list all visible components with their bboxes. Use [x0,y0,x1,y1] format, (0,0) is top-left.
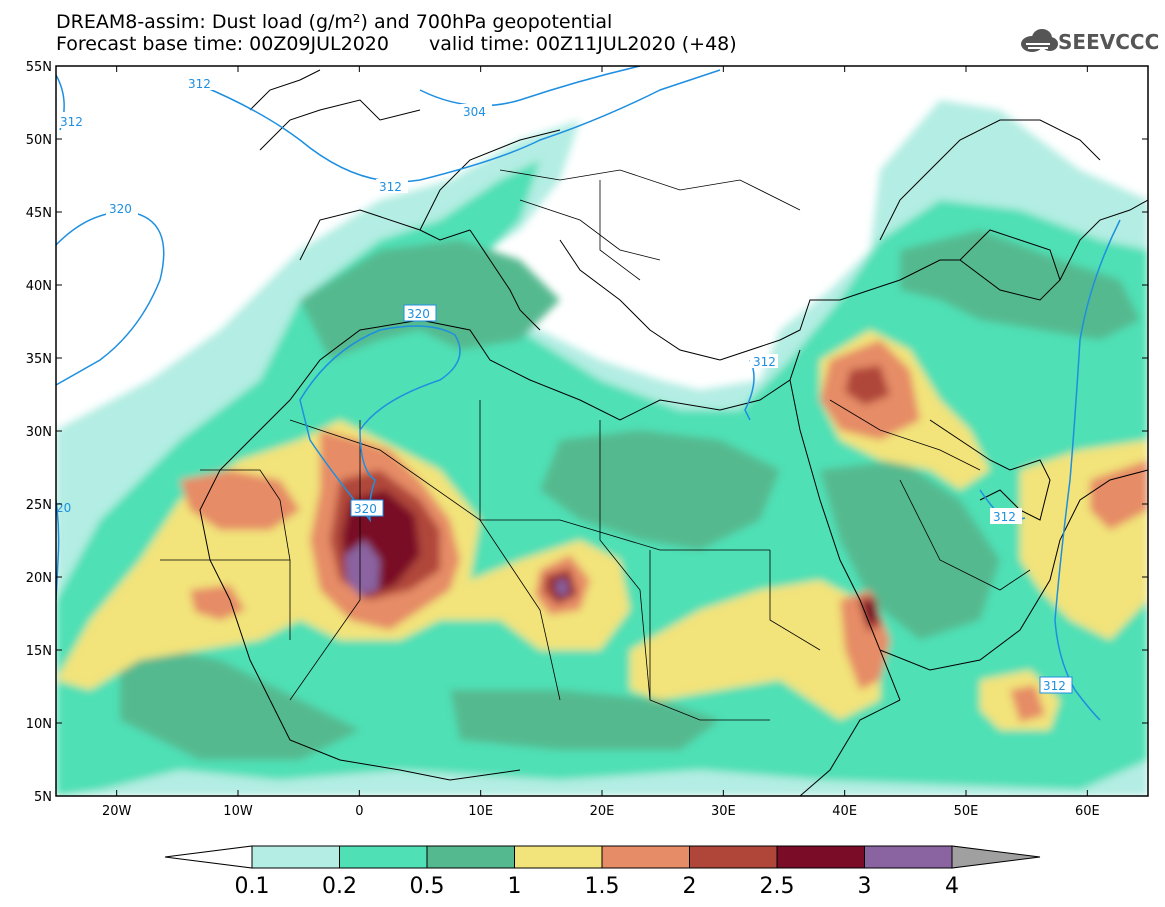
contour-label: 312 [188,77,211,91]
longitude-axis: 20W 10W 0 10E 20E 30E 40E 50E 60E [102,66,1100,819]
lon-tick-label: 0 [355,804,363,819]
contour-label: 312 [993,510,1016,524]
colorbar-label: 0.5 [410,874,445,899]
colorbar-label: 2.5 [760,874,795,899]
colorbar-swatch [514,845,603,869]
lon-tick-label: 20E [590,804,615,819]
map-subtitle: Forecast base time: 00Z09JUL2020 valid ti… [56,34,737,54]
logo-text: SEEVCCC [1058,30,1160,54]
contour-label: 312 [1043,679,1066,693]
lon-tick-label: 10W [223,804,253,819]
lat-tick-label: 55N [26,60,52,75]
lat-tick-label: 30N [26,425,52,440]
contour-label: 312 [379,180,402,194]
lon-tick-label: 20W [102,804,132,819]
lat-tick-label: 20N [26,571,52,586]
contour-label: 320 [354,502,377,516]
dust-field: 312 312 304 312 320 320 312 320 312 312 … [56,66,1148,796]
colorbar-swatch [251,845,340,869]
lon-tick-label: 30E [711,804,736,819]
lat-tick-label: 15N [26,644,52,659]
lon-tick-label: 50E [954,804,979,819]
colorbar-label: 1 [508,874,522,899]
lat-tick-label: 35N [26,352,52,367]
contour-label: 320 [109,202,132,216]
lat-tick-label: 10N [26,717,52,732]
latitude-axis: 55N 50N 45N 40N 35N 30N 25N 20N 15N 10N 5N [26,60,1148,805]
lat-tick-label: 45N [26,206,52,221]
colorbar-swatch [601,845,690,869]
colorbar-label: 1.5 [585,874,620,899]
colorbar: 0.1 0.2 0.5 1 1.5 2 2.5 3 4 [164,845,1041,899]
colorbar-label: 0.1 [235,874,270,899]
colorbar-label: 4 [945,874,959,899]
contour-label: 312 [60,115,83,129]
contour-label: 304 [463,105,486,119]
lon-tick-label: 40E [832,804,857,819]
lat-tick-label: 25N [26,498,52,513]
lon-tick-label: 10E [468,804,493,819]
colorbar-label: 2 [683,874,697,899]
valid-time: valid time: 00Z11JUL2020 (+48) [428,33,737,55]
contour-label: 320 [407,307,430,321]
colorbar-swatch [864,845,953,869]
colorbar-swatch [339,845,428,869]
colorbar-label: 3 [858,874,872,899]
colorbar-label: 0.2 [322,874,357,899]
colorbar-swatch [776,845,865,869]
colorbar-min-arrow [164,845,253,869]
contour-label: 20 [56,501,71,515]
lat-tick-label: 50N [26,133,52,148]
cloud-icon [1021,29,1058,52]
base-time: Forecast base time: 00Z09JUL2020 [56,33,389,55]
map-title: DREAM8-assim: Dust load (g/m²) and 700hP… [56,11,613,33]
colorbar-swatch [426,845,515,869]
lat-tick-label: 5N [34,790,52,805]
lat-tick-label: 40N [26,279,52,294]
colorbar-max-arrow [951,845,1041,869]
lon-tick-label: 60E [1075,804,1100,819]
contour-label: 312 [753,355,776,369]
colorbar-swatch [689,845,778,869]
